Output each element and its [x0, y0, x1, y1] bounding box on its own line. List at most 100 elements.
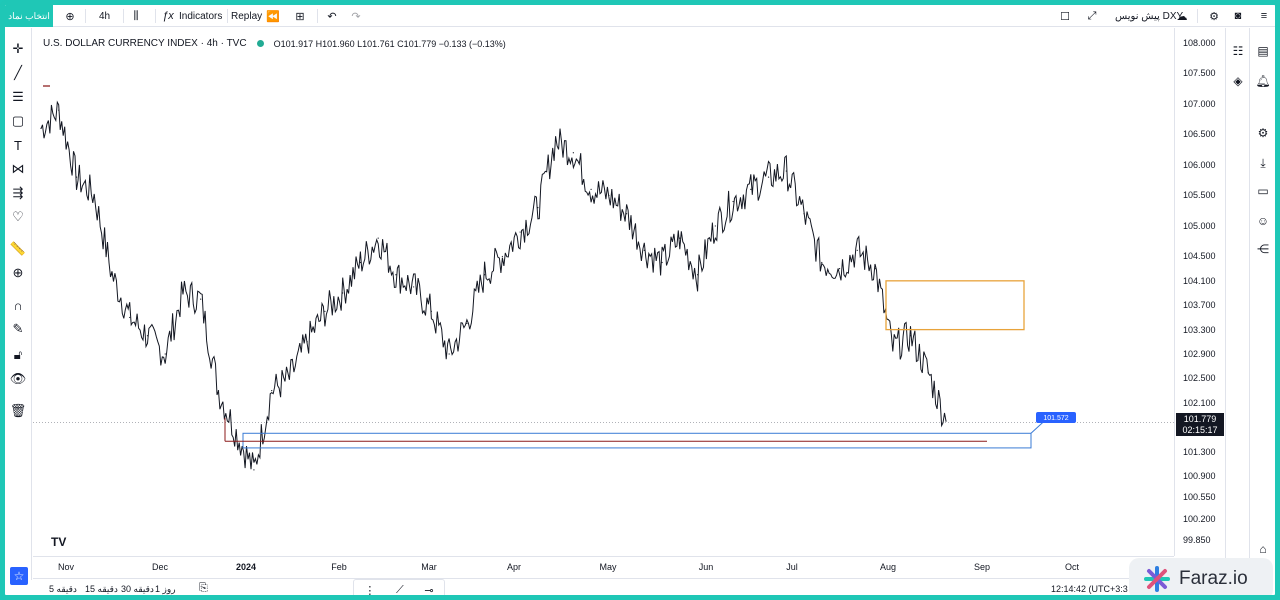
compare-button[interactable]: ⊕ — [63, 5, 77, 27]
floating-drawing-bar: ⋮ ⟋ ⊸ — [353, 579, 445, 597]
shape-tool[interactable]: ▢ — [9, 112, 27, 130]
trendline-tool[interactable]: ╱ — [9, 64, 27, 82]
sidebar-settings-button[interactable]: ⚙ — [1254, 124, 1272, 142]
time-label: Mar — [421, 562, 437, 572]
time-label: May — [599, 562, 617, 572]
eye-icon: 👁︎ — [9, 371, 27, 386]
symbol-search-button[interactable]: انتخاب نماد — [5, 5, 53, 27]
crosshair-icon: ✛ — [12, 41, 24, 56]
measure-tool[interactable]: 📏 — [9, 240, 27, 258]
price-point — [75, 176, 78, 178]
remove-tool[interactable]: 🗑︎ — [9, 402, 27, 420]
right-sidebar: ▤ 🔔︎ ⚙ ⤓ ▭ ☺ ⋲ ⌂ — [1249, 28, 1275, 580]
prediction-tool[interactable]: ⇶ — [9, 184, 27, 202]
symbol-info[interactable]: DXY پیش نویس — [1115, 5, 1183, 27]
undo-button[interactable]: ↶ — [325, 5, 339, 27]
layers-button[interactable]: ◈ — [1229, 72, 1247, 90]
price-label: 100.900 — [1183, 470, 1216, 481]
symbol-right-label: DXY پیش نویس — [1115, 10, 1184, 22]
bottom-toolbar: 5 دقیقه 15 دقیقه 30 دقیقه 1 روز ⎘ ⋮ ⟋ ⊸ … — [33, 578, 1225, 597]
price-point — [413, 286, 415, 288]
price-point — [714, 225, 716, 227]
ohlc-values: O101.917 H101.960 L101.761 C101.779 −0.1… — [273, 38, 506, 49]
price-point — [58, 109, 60, 111]
text-tool[interactable]: T — [9, 136, 27, 154]
price-point — [342, 292, 344, 294]
indicators-button[interactable]: ƒx Indicators — [161, 5, 222, 27]
object-tree-button[interactable]: ☷ — [1229, 42, 1247, 60]
watchlist-button[interactable]: ▤ — [1254, 42, 1272, 60]
alerts-button[interactable]: 🔔︎ — [1254, 72, 1272, 90]
redo-icon: ↷ — [351, 10, 361, 23]
drag-handle[interactable]: ⋮ — [364, 584, 376, 597]
range-5m[interactable]: 5 دقیقه — [49, 584, 77, 594]
price-label: 107.000 — [1183, 98, 1216, 109]
chart-type-button[interactable]: ⫼ — [129, 5, 143, 27]
clock-timezone[interactable]: 12:14:42 (UTC+3:3 — [1051, 584, 1128, 594]
price-point — [856, 249, 858, 251]
fullscreen-toggle[interactable]: ☐ — [1058, 5, 1072, 27]
price-label: 102.100 — [1183, 397, 1216, 408]
replay-button[interactable]: Replay ⏪ — [231, 5, 280, 27]
download-button[interactable]: ⤓ — [1254, 154, 1272, 172]
favorites-tool[interactable]: ♡ — [9, 208, 27, 226]
time-label: Dec — [151, 562, 169, 572]
fib-tool[interactable]: ☰ — [9, 88, 27, 106]
snapshot-button[interactable]: ◙ — [1231, 5, 1245, 27]
list-add-icon: ☷ — [1232, 44, 1244, 58]
card-button[interactable]: ▭ — [1254, 182, 1272, 200]
price-series-line — [40, 100, 947, 470]
lock-tool[interactable]: 🔓︎ — [9, 346, 27, 364]
last-price-value: 101.779 — [1183, 414, 1217, 424]
home-button[interactable]: ⌂ — [1254, 540, 1272, 558]
price-point — [484, 274, 486, 276]
date-range-button[interactable]: ⎘ — [199, 582, 208, 595]
bell-icon: 🔔︎ — [1255, 74, 1271, 88]
magnet-tool[interactable]: ∩ — [9, 296, 27, 314]
price-point — [40, 127, 42, 129]
zoom-tool[interactable]: ⊕ — [9, 264, 27, 282]
camera-icon: ◙ — [1234, 10, 1242, 22]
supply-zone-rect — [885, 280, 1025, 331]
hline-tool-button[interactable]: ⊸ — [424, 584, 433, 596]
settings-button[interactable]: ⚙ — [1207, 5, 1221, 27]
menu-button[interactable]: ≡ — [1257, 5, 1271, 27]
range-1d[interactable]: 1 روز — [155, 584, 176, 594]
profile-button[interactable]: ☺ — [1254, 212, 1272, 230]
star-favorites-button[interactable]: ☆ — [10, 567, 28, 585]
zoom-icon: ⊕ — [12, 265, 24, 280]
share-button[interactable]: ⋲ — [1254, 240, 1272, 258]
price-point — [395, 274, 397, 276]
price-chart-svg[interactable]: 101.572 TV — [33, 28, 1174, 556]
time-label: Nov — [57, 562, 75, 572]
price-point — [519, 231, 521, 233]
cloud-save-button[interactable]: ☁ — [1175, 5, 1189, 27]
range-15m[interactable]: 15 دقیقه — [85, 584, 118, 594]
chart-legend: U.S. DOLLAR CURRENCY INDEX · 4h · TVC O1… — [43, 38, 506, 49]
user-icon: ☺ — [1256, 214, 1270, 228]
bar-countdown: 02:15:17 — [1182, 425, 1218, 435]
price-point — [767, 176, 770, 178]
time-axis[interactable]: Nov Dec 2024 Feb Mar Apr May Jun Jul Aug Sep Oct — [33, 556, 1174, 578]
price-point — [271, 389, 273, 392]
price-label: 106.500 — [1183, 129, 1216, 140]
redo-button[interactable]: ↷ — [349, 5, 363, 27]
path-tool-button[interactable]: ⟋ — [396, 584, 404, 596]
expand-button[interactable]: ⤢ — [1085, 5, 1099, 27]
price-point — [466, 322, 468, 325]
price-label: 101.300 — [1183, 446, 1216, 457]
hide-tool[interactable]: 👁︎ — [9, 370, 27, 388]
price-label: 100.550 — [1183, 492, 1216, 503]
layouts-button[interactable]: ⊞ — [293, 5, 307, 27]
price-point — [909, 335, 912, 337]
cloud-icon: ☁ — [1176, 10, 1188, 23]
range-30m[interactable]: 30 دقیقه — [121, 584, 154, 594]
label-connector — [1030, 421, 1044, 434]
pattern-tool[interactable]: ⋈ — [9, 160, 27, 178]
stay-drawing-tool[interactable]: ✎ — [9, 320, 27, 338]
interval-button[interactable]: 4h — [99, 5, 110, 27]
crosshair-tool[interactable]: ✛ — [9, 40, 27, 58]
price-point — [306, 341, 308, 343]
price-axis[interactable]: 108.000 107.500 107.000 106.500 106.000 105.5… — [1174, 28, 1225, 556]
chart-pane[interactable]: 101.572 TV U.S. DOLLAR CURRENCY INDEX · 4… — [33, 28, 1174, 556]
